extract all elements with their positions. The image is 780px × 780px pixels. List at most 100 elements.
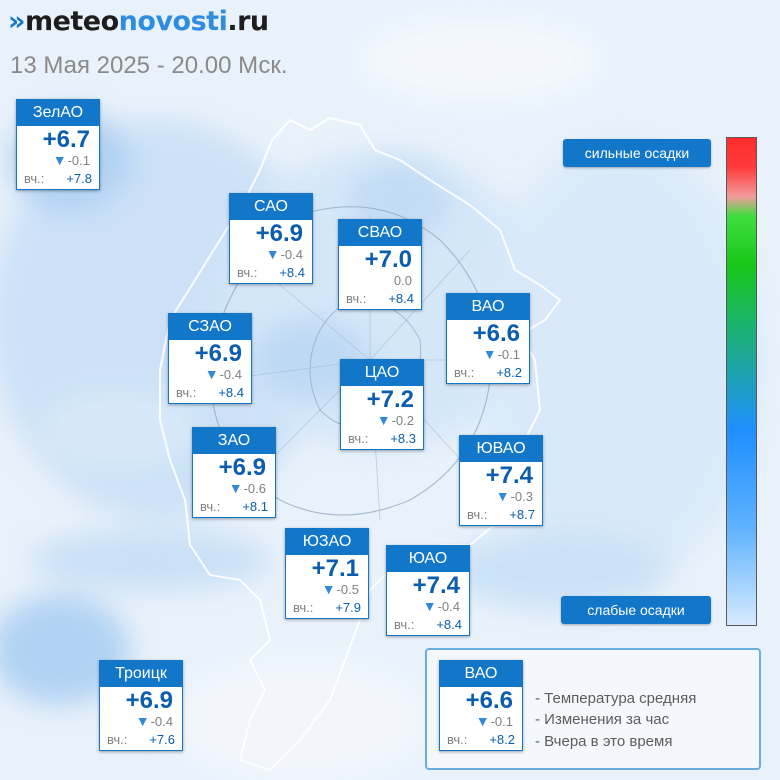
down-arrow-icon: ▼ (482, 346, 497, 362)
yesterday-value: +8.3 (390, 431, 416, 446)
yesterday-label: вч.: (107, 732, 128, 747)
logo-text-part1: meteo (24, 6, 119, 37)
yesterday-value: +8.4 (218, 385, 244, 400)
district-name: СВАО (339, 220, 421, 246)
down-arrow-icon: ▼ (475, 713, 490, 729)
district-card-szao: СЗАО +6.9 ▼-0.4 вч.: +8.4 (168, 313, 252, 404)
yesterday-label: вч.: (24, 171, 45, 186)
district-name: ВАО (447, 294, 529, 320)
yesterday-label: вч.: (237, 265, 258, 280)
temperature-value: +6.9 (194, 340, 242, 367)
temperature-value: +7.1 (311, 555, 359, 582)
yesterday-row: вч.: +8.7 (460, 505, 542, 525)
yesterday-row: вч.: +8.4 (230, 263, 312, 283)
yesterday-value: +8.2 (489, 732, 515, 747)
legend-sample-card: ВАО +6.6 ▼-0.1 вч.: +8.2 (439, 660, 523, 751)
yesterday-row: вч.: +7.8 (17, 169, 99, 189)
yesterday-value: +7.8 (66, 171, 92, 186)
yesterday-value: +8.4 (279, 265, 305, 280)
district-name: ЦАО (341, 360, 423, 386)
district-name: ЗелАО (17, 100, 99, 126)
light-precip-label: слабые осадки (561, 596, 711, 624)
precip-color-scale (726, 137, 757, 626)
temperature-value: +6.9 (255, 220, 303, 247)
down-arrow-icon: ▼ (321, 581, 336, 597)
yesterday-row: вч.: +7.9 (286, 598, 368, 618)
down-arrow-icon: ▼ (422, 598, 437, 614)
down-arrow-icon: ▼ (376, 412, 391, 428)
district-name: ЮАО (387, 546, 469, 572)
district-card-zelao: ЗелАО +6.7 ▼-0.1 вч.: +7.8 (16, 99, 100, 190)
logo-text-part2: novosti (118, 6, 228, 37)
change-value: -0.4 (280, 247, 303, 262)
yesterday-value: +7.9 (335, 600, 361, 615)
district-name: ВАО (440, 661, 522, 687)
down-arrow-icon: ▼ (228, 480, 243, 496)
district-name: ЮВАО (460, 436, 542, 462)
temperature-value: +6.6 (465, 687, 513, 714)
hourly-change: 0.0 (339, 272, 421, 289)
down-arrow-icon: ▼ (495, 488, 510, 504)
hourly-change: ▼-0.1 (447, 346, 529, 363)
district-name: ЮЗАО (286, 529, 368, 555)
yesterday-label: вч.: (467, 507, 488, 522)
hourly-change: ▼-0.4 (387, 598, 469, 615)
logo-mark-icon: » (8, 6, 25, 37)
legend-line-yesterday: - Вчера в это время (535, 733, 673, 750)
yesterday-value: +7.6 (149, 732, 175, 747)
yesterday-label: вч.: (200, 499, 221, 514)
temperature-value: +7.2 (366, 386, 414, 413)
down-arrow-icon: ▼ (135, 713, 150, 729)
district-name: Троицк (100, 661, 182, 687)
hourly-change: ▼-0.1 (440, 713, 522, 730)
change-value: -0.4 (437, 599, 460, 614)
yesterday-label: вч.: (293, 600, 314, 615)
yesterday-row: вч.: +8.4 (387, 615, 469, 635)
yesterday-row: вч.: +8.1 (193, 497, 275, 517)
yesterday-row: вч.: +8.2 (447, 363, 529, 383)
district-card-cao: ЦАО +7.2 ▼-0.2 вч.: +8.3 (340, 359, 424, 450)
change-value: 0.0 (393, 273, 412, 288)
yesterday-label: вч.: (176, 385, 197, 400)
district-name: ЗАО (193, 428, 275, 454)
legend-line-change: - Изменения за час (535, 711, 670, 728)
yesterday-row: вч.: +7.6 (100, 730, 182, 750)
yesterday-row: вч.: +8.3 (341, 429, 423, 449)
temperature-value: +6.9 (218, 454, 266, 481)
change-value: -0.4 (150, 714, 173, 729)
district-card-yuvao: ЮВАО +7.4 ▼-0.3 вч.: +8.7 (459, 435, 543, 526)
hourly-change: ▼-0.2 (341, 412, 423, 429)
temperature-value: +6.6 (472, 320, 520, 347)
yesterday-label: вч.: (394, 617, 415, 632)
legend-line-temperature: - Температура средняя (535, 690, 697, 707)
yesterday-label: вч.: (447, 732, 468, 747)
yesterday-row: вч.: +8.2 (440, 730, 522, 750)
temperature-value: +7.4 (485, 462, 533, 489)
hourly-change: ▼-0.4 (230, 246, 312, 263)
district-card-zao: ЗАО +6.9 ▼-0.6 вч.: +8.1 (192, 427, 276, 518)
district-card-yuao: ЮАО +7.4 ▼-0.4 вч.: +8.4 (386, 545, 470, 636)
yesterday-value: +8.4 (388, 291, 414, 306)
site-logo: »meteonovosti.ru (8, 6, 269, 37)
down-arrow-icon: ▼ (204, 366, 219, 382)
hourly-change: ▼-0.3 (460, 488, 542, 505)
logo-text-part3: .ru (227, 6, 269, 37)
yesterday-value: +8.2 (496, 365, 522, 380)
hourly-change: ▼-0.6 (193, 480, 275, 497)
yesterday-row: вч.: +8.4 (169, 383, 251, 403)
yesterday-label: вч.: (346, 291, 367, 306)
district-name: СЗАО (169, 314, 251, 340)
change-value: -0.1 (67, 153, 90, 168)
change-value: -0.1 (490, 714, 513, 729)
hourly-change: ▼-0.4 (100, 713, 182, 730)
yesterday-value: +8.4 (436, 617, 462, 632)
temperature-value: +6.9 (125, 687, 173, 714)
change-value: -0.1 (497, 347, 520, 362)
hourly-change: ▼-0.1 (17, 152, 99, 169)
temperature-value: +6.7 (42, 126, 90, 153)
yesterday-label: вч.: (454, 365, 475, 380)
hourly-change: ▼-0.5 (286, 581, 368, 598)
heavy-precip-label: сильные осадки (563, 139, 711, 167)
hourly-change: ▼-0.4 (169, 366, 251, 383)
change-value: -0.4 (219, 367, 242, 382)
